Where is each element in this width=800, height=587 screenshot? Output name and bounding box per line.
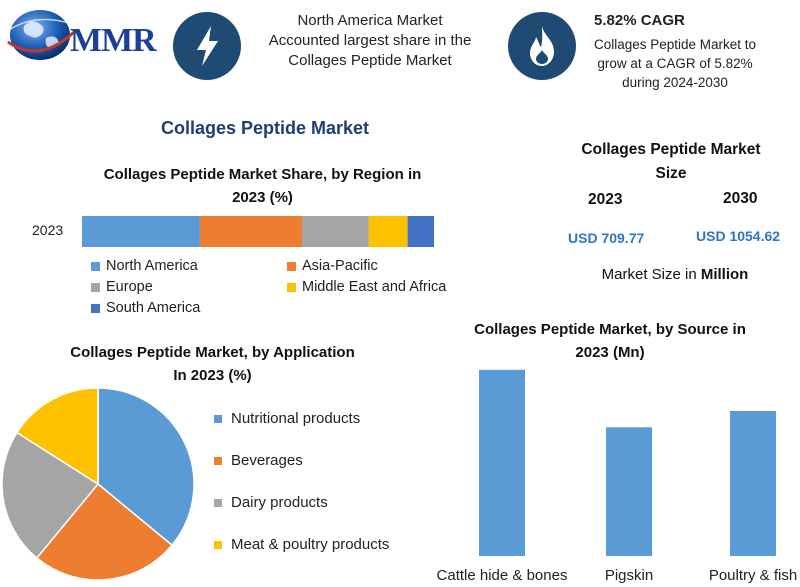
market-size-title-line: Collages Peptide Market xyxy=(581,141,761,158)
legend-item-south-america: South America xyxy=(91,300,200,316)
application-chart-title-line: Collages Peptide Market, by Application xyxy=(70,344,355,361)
cagr-note-line: during 2024-2030 xyxy=(622,75,728,90)
x-tick-label: Poultry & fish xyxy=(709,567,797,584)
cagr-note: Collages Peptide Market to grow at a CAG… xyxy=(580,35,770,92)
legend-swatch xyxy=(214,498,222,507)
pie-slice-beverages xyxy=(35,482,174,581)
market-size-note: Market Size in Million xyxy=(575,266,775,283)
legend-item-north-america: North America xyxy=(91,258,198,274)
source-bar-chart: Cattle hide & bones Pigskin Poultry & fish xyxy=(437,369,797,584)
region-note: North America Market Accounted largest s… xyxy=(250,11,490,71)
cagr-note-line: Collages Peptide Market to xyxy=(593,37,757,52)
bar-poultry-fish xyxy=(730,410,776,556)
cagr-title: 5.82% CAGR xyxy=(594,12,685,29)
legend-swatch xyxy=(214,540,222,549)
legend-swatch xyxy=(214,456,222,465)
pie-legend-item-beverages: Beverages xyxy=(214,452,303,469)
market-size-title-line: Size xyxy=(655,165,687,182)
stack-segment-south-america xyxy=(407,216,434,247)
legend-item-asia-pacific: Asia-Pacific xyxy=(287,258,378,274)
year-2030-label: 2030 xyxy=(723,190,758,207)
legend-label: Nutritional products xyxy=(231,410,361,427)
legend-label: Meat & poultry products xyxy=(231,536,390,553)
legend-swatch xyxy=(287,261,296,271)
legend-item-europe: Europe xyxy=(91,279,153,295)
stack-segment-north-america xyxy=(82,216,200,247)
legend-item-middle-east-and-africa: Middle East and Africa xyxy=(287,279,446,295)
application-pie xyxy=(1,387,195,581)
region-chart-title: Collages Peptide Market Share, by Region… xyxy=(70,163,455,209)
pie-legend-item-nutritional-products: Nutritional products xyxy=(214,410,360,427)
globe-logo-icon xyxy=(5,10,76,60)
region-chart-title-line: 2023 (%) xyxy=(232,189,293,206)
market-size-title: Collages Peptide Market Size xyxy=(560,138,782,186)
flame-badge xyxy=(508,12,576,80)
stack-segment-europe xyxy=(302,216,369,247)
legend-label: North America xyxy=(106,258,198,274)
legend-swatch xyxy=(91,282,100,292)
legend-label: Middle East and Africa xyxy=(302,279,447,295)
application-chart-title: Collages Peptide Market, by Application … xyxy=(20,341,405,387)
legend-label: South America xyxy=(106,300,201,316)
region-chart-title-line: Collages Peptide Market Share, by Region… xyxy=(103,166,422,183)
pie-slice-dairy-products xyxy=(1,431,100,560)
lightning-icon xyxy=(197,26,218,66)
legend-swatch xyxy=(91,261,100,271)
legend-label: Dairy products xyxy=(231,494,328,511)
stack-segment-asia-pacific xyxy=(199,216,302,247)
source-chart-title-line: 2023 (Mn) xyxy=(575,344,645,361)
source-chart-title-line: Collages Peptide Market, by Source in xyxy=(474,321,746,338)
lightning-badge xyxy=(173,12,241,80)
legend-label: Asia-Pacific xyxy=(302,258,378,274)
year-2023-label: 2023 xyxy=(588,191,623,208)
market-size-note-unit: Million xyxy=(700,266,749,283)
stack-segment-middle-east-and-africa xyxy=(368,216,408,247)
x-tick-label: Pigskin xyxy=(605,567,653,584)
legend-label: Beverages xyxy=(231,452,303,469)
region-note-line: Accounted largest share in the xyxy=(268,32,472,49)
legend-swatch xyxy=(91,303,100,313)
legend-label: Europe xyxy=(106,279,153,295)
region-legend: North America Asia-Pacific Europe Middle Ea… xyxy=(91,258,471,328)
pie-slice-nutritional-products xyxy=(97,387,195,547)
flame-icon xyxy=(530,26,554,66)
pie-legend-item-meat-poultry-products: Meat & poultry products xyxy=(214,536,389,553)
logo-text: MMR xyxy=(70,22,157,59)
region-note-line: North America Market xyxy=(297,12,443,29)
source-chart-title: Collages Peptide Market, by Source in 20… xyxy=(430,318,790,364)
legend-swatch xyxy=(214,414,222,423)
x-tick-label: Cattle hide & bones xyxy=(437,567,568,584)
cagr-note-line: grow at a CAGR of 5.82% xyxy=(597,56,753,71)
bar-cattle-hide-bones xyxy=(479,369,525,556)
region-note-line: Collages Peptide Market xyxy=(288,52,452,69)
page-title: Collages Peptide Market xyxy=(160,118,370,138)
region-category-label: 2023 xyxy=(32,222,64,238)
pie-legend-item-dairy-products: Dairy products xyxy=(214,494,328,511)
application-chart-title-line: In 2023 (%) xyxy=(173,367,252,384)
bar-pigskin xyxy=(606,427,652,556)
value-2023: USD 709.77 xyxy=(568,230,645,246)
region-stacked-bar xyxy=(82,216,434,247)
pie-slice-meat-poultry-products xyxy=(15,387,99,486)
value-2030: USD 1054.62 xyxy=(696,228,781,244)
legend-swatch xyxy=(287,282,296,292)
market-size-note-prefix: Market Size in xyxy=(601,266,701,283)
